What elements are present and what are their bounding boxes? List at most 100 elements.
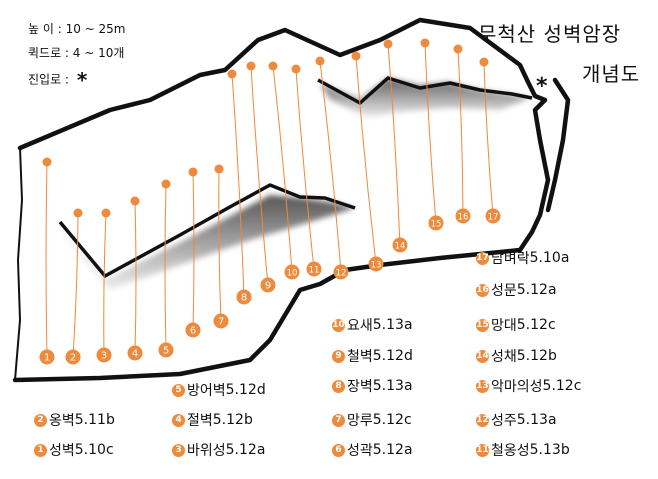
route-badge-number-7: 7 [218, 317, 224, 328]
legend-route-grade-2: 5.11b [74, 412, 115, 428]
info-approach-label: 진입로 : [28, 72, 69, 87]
route-badge-10[interactable] [284, 264, 300, 280]
route-badge-8[interactable] [236, 289, 252, 305]
legend-route-grade-15: 5.12c [516, 317, 556, 333]
route-anchor-2 [73, 208, 83, 218]
legend-item-13: 13 악마의성 5.12c [476, 376, 581, 396]
legend-route-name-3: 바위성 [187, 443, 226, 459]
route-badge-number-13: 13 [371, 261, 382, 271]
route-badge-16[interactable] [455, 208, 471, 224]
route-badge-13[interactable] [368, 256, 384, 272]
route-line-13 [355, 55, 377, 265]
legend-item-10: 10 요새 5.13a [332, 315, 413, 335]
info-quickdraws: 퀵드로 : 4 ~ 10개 [28, 46, 125, 60]
legend-item-8: 8 장벽 5.13a [332, 376, 413, 396]
legend-item-17: 17 담벼락 5.10a [476, 248, 569, 268]
route-anchor-4 [130, 196, 140, 206]
route-line-8 [231, 73, 245, 298]
route-anchor-12 [315, 56, 325, 66]
crag-approach-marker-icon: * [536, 74, 548, 99]
route-badge-12[interactable] [333, 264, 349, 280]
legend-route-name-5: 방어벽 [187, 383, 226, 399]
route-badge-7[interactable] [213, 313, 229, 329]
route-anchor-9 [246, 61, 256, 71]
route-badge-14[interactable] [392, 237, 408, 253]
route-badge-4[interactable] [127, 345, 143, 361]
legend-number-13: 13 [476, 379, 489, 393]
route-badge-number-3: 3 [101, 351, 107, 362]
route-badge-number-4: 4 [132, 349, 138, 360]
legend-item-4: 4 절벽 5.12b [172, 410, 253, 430]
legend-number-6: 6 [332, 443, 345, 457]
route-badge-1[interactable] [39, 349, 55, 365]
legend-number-8: 8 [332, 379, 345, 393]
route-badge-number-5: 5 [163, 346, 169, 357]
legend-route-name-16: 성문 [491, 283, 517, 299]
legend-route-name-14: 성채 [491, 349, 517, 365]
legend-route-name-9: 철벽 [347, 349, 373, 365]
legend-route-grade-1: 5.10c [74, 442, 114, 458]
route-line-6 [192, 171, 195, 331]
crag-left-edge [14, 147, 23, 381]
route-line-17 [483, 61, 494, 217]
route-anchor-6 [188, 167, 198, 177]
legend-number-17: 17 [476, 251, 489, 265]
title-line2: 개념도 [582, 62, 641, 86]
legend-route-grade-11: 5.13b [529, 442, 570, 458]
legend-item-16: 16 성문 5.12a [476, 280, 557, 300]
lower-roof-edge [58, 183, 356, 278]
route-badge-number-8: 8 [241, 293, 247, 304]
legend-item-9: 9 철벽 5.12d [332, 346, 413, 366]
route-anchor-13 [351, 51, 361, 61]
legend-number-11: 11 [476, 443, 489, 457]
route-line-1 [45, 161, 48, 358]
route-badge-5[interactable] [158, 342, 174, 358]
legend-route-name-8: 장벽 [347, 379, 373, 395]
legend-route-name-4: 절벽 [187, 413, 213, 429]
legend-route-grade-9: 5.12d [372, 348, 413, 364]
legend-route-name-12: 성주 [491, 413, 517, 429]
route-badge-6[interactable] [185, 322, 201, 338]
legend-route-name-17: 담벼락 [491, 251, 530, 267]
legend-route-name-15: 망대 [491, 318, 517, 334]
route-line-3 [103, 212, 107, 356]
route-anchor-14 [383, 39, 393, 49]
route-anchor-1 [42, 157, 52, 167]
legend-route-grade-5: 5.12d [225, 382, 266, 398]
legend-number-1: 1 [34, 443, 47, 457]
legend-item-7: 7 망루 5.12c [332, 410, 412, 430]
upper-roof-edge [317, 76, 533, 105]
route-line-4 [134, 200, 137, 354]
route-line-10 [272, 65, 293, 273]
legend-route-grade-10: 5.13a [372, 317, 413, 333]
legend-route-grade-17: 5.10a [529, 250, 570, 266]
legend-number-2: 2 [34, 413, 47, 427]
route-badge-number-11: 11 [309, 266, 320, 276]
legend-number-3: 3 [172, 443, 185, 457]
legend-item-1: 1 성벽 5.10c [34, 440, 114, 460]
legend-route-grade-7: 5.12c [372, 412, 412, 428]
route-badge-2[interactable] [65, 349, 81, 365]
legend-number-7: 7 [332, 413, 345, 427]
route-badge-15[interactable] [428, 215, 444, 231]
legend-item-2: 2 옹벽 5.11b [34, 410, 115, 430]
route-anchor-5 [161, 179, 171, 189]
legend-route-grade-4: 5.12b [212, 412, 253, 428]
route-badge-9[interactable] [260, 277, 276, 293]
legend-route-grade-16: 5.12a [516, 282, 557, 298]
route-badge-3[interactable] [96, 347, 112, 363]
legend-number-15: 15 [476, 318, 489, 332]
legend-number-5: 5 [172, 383, 185, 397]
route-badge-11[interactable] [306, 261, 322, 277]
route-anchor-7 [214, 164, 224, 174]
route-line-12 [319, 60, 342, 273]
legend-route-name-11: 철옹성 [491, 443, 530, 459]
legend-number-12: 12 [476, 413, 489, 427]
route-badge-17[interactable] [485, 208, 501, 224]
info-height: 높 이 : 10 ~ 25m [28, 22, 126, 36]
crag-outline [12, 17, 571, 383]
legend-route-name-13: 악마의성 [491, 379, 543, 395]
legend-item-3: 3 바위성 5.12a [172, 440, 265, 460]
legend-item-5: 5 방어벽 5.12d [172, 380, 266, 400]
